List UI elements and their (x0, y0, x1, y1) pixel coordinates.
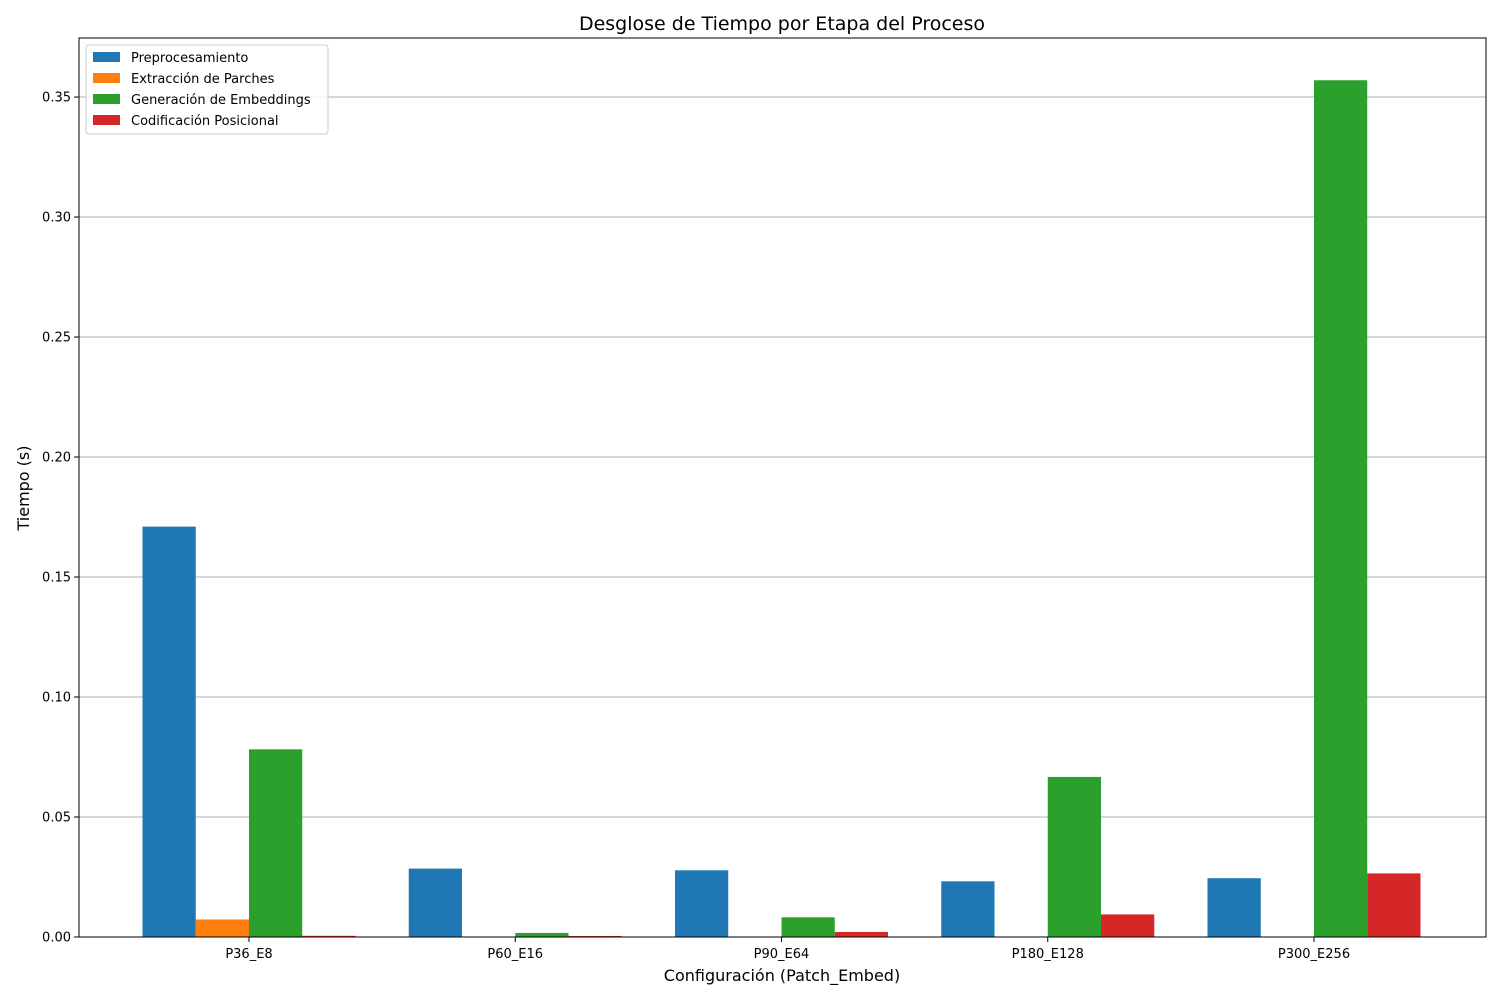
legend-box (85, 44, 329, 135)
legend-swatch (93, 52, 120, 62)
x-axis-ticks: P36_E8 P60_E16 P90_E64 P180_E128 P300_E256 (225, 937, 1350, 962)
bar-P60_E16-0 (408, 868, 462, 937)
x-tick-label: P300_E256 (1278, 947, 1350, 962)
x-tick-label: P36_E8 (225, 947, 272, 962)
chart-title: Desglose de Tiempo por Etapa del Proceso (579, 13, 985, 35)
y-tick-label: 0.15 (42, 571, 71, 586)
bar-P90_E64-0 (675, 870, 729, 937)
legend: Preprocesamiento Extracción de Parches Gen… (85, 44, 329, 135)
bar-P60_E16-2 (515, 932, 569, 937)
legend-label: Preprocesamiento (131, 51, 248, 66)
legend-label: Generación de Embeddings (131, 93, 311, 108)
bar-P90_E64-3 (834, 931, 888, 937)
bars (142, 80, 1421, 938)
y-tick-label: 0.10 (42, 691, 71, 706)
bar-P36_E8-1 (195, 919, 249, 937)
legend-label: Codificación Posicional (131, 114, 279, 129)
bar-P90_E64-2 (781, 917, 835, 937)
bar-P180_E128-2 (1047, 776, 1101, 937)
legend-swatch (93, 73, 120, 83)
legend-swatch (93, 94, 120, 104)
bar-P36_E8-0 (142, 526, 196, 937)
y-tick-label: 0.05 (42, 811, 71, 826)
bar-P36_E8-2 (249, 749, 303, 937)
x-axis-label: Configuración (Patch_Embed) (664, 966, 900, 986)
x-tick-label: P180_E128 (1012, 947, 1084, 962)
x-tick-label: P60_E16 (487, 947, 543, 962)
y-axis-label: Tiempo (s) (14, 445, 33, 531)
bar-P180_E128-0 (941, 881, 995, 937)
bar-P180_E128-3 (1101, 914, 1155, 937)
y-tick-label: 0.00 (42, 931, 71, 946)
x-tick-label: P90_E64 (754, 947, 810, 962)
plot-area-frame (78, 37, 1487, 938)
legend-swatch (93, 115, 120, 125)
y-tick-label: 0.30 (42, 211, 71, 226)
bar-P300_E256-0 (1207, 878, 1261, 937)
bar-P300_E256-2 (1314, 80, 1368, 938)
legend-label: Extracción de Parches (131, 72, 275, 87)
y-tick-label: 0.35 (42, 91, 71, 106)
y-axis-ticks: 0.00 0.05 0.10 0.15 0.20 0.25 0.30 0.35 (42, 91, 79, 946)
bar-P36_E8-3 (302, 935, 356, 937)
y-tick-label: 0.25 (42, 331, 71, 346)
y-tick-label: 0.20 (42, 451, 71, 466)
gridlines (79, 96, 1486, 818)
bar-P300_E256-3 (1367, 873, 1421, 937)
